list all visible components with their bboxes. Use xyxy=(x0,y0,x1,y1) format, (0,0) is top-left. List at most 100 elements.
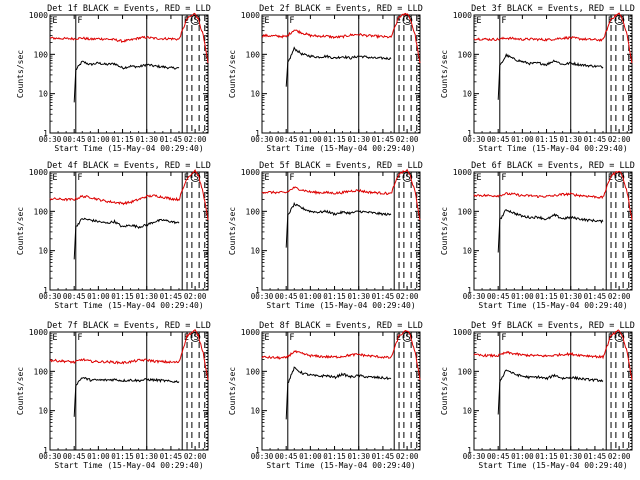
chart-panel-6: Det 6f BLACK = Events, RED = LLD 1 10 100 10… xyxy=(440,161,635,310)
x-tick-label: 00:30 xyxy=(39,452,62,461)
x-tick-label: 01:15 xyxy=(535,292,558,301)
marker-label: F xyxy=(77,16,82,26)
x-tick-label: 01:15 xyxy=(111,452,134,461)
y-tick-label: 1 xyxy=(467,129,472,138)
x-tick-label: 02:00 xyxy=(396,135,419,144)
y-tick-label: 1 xyxy=(43,286,48,295)
x-tick-label: 01:45 xyxy=(372,292,395,301)
events-series-line xyxy=(285,201,392,248)
y-tick-label: 10 xyxy=(250,90,260,99)
plot-frame xyxy=(49,14,209,134)
chart-panel-9: Det 9f BLACK = Events, RED = LLD 1 10 100 10… xyxy=(440,321,635,470)
x-tick-label: 00:30 xyxy=(463,292,486,301)
plot-frame xyxy=(261,14,421,134)
y-tick-label: 1000 xyxy=(29,168,48,177)
y-axis-label: Counts/sec xyxy=(440,207,449,255)
y-axis-label: Counts/sec xyxy=(228,207,237,255)
y-tick-label: 1 xyxy=(43,446,48,455)
y-tick-label: 10 xyxy=(462,247,472,256)
y-tick-label: 1000 xyxy=(453,11,472,20)
y-tick-label: 100 xyxy=(34,207,49,216)
x-tick-label: 00:30 xyxy=(251,452,274,461)
x-tick-label: 01:45 xyxy=(372,452,395,461)
marker-circle xyxy=(402,172,413,182)
x-tick-label: 01:00 xyxy=(511,452,534,461)
marker-circle xyxy=(402,332,413,342)
y-tick-label: 100 xyxy=(246,50,261,59)
y-tick-label: 1 xyxy=(467,286,472,295)
x-tick-label: 02:00 xyxy=(608,135,631,144)
x-tick-label: 00:45 xyxy=(275,452,298,461)
y-tick-label: 100 xyxy=(34,50,49,59)
x-tick-label: 02:00 xyxy=(608,452,631,461)
y-axis-label: Counts/sec xyxy=(228,50,237,98)
y-tick-label: 1000 xyxy=(29,11,48,20)
events-series-line xyxy=(73,217,180,260)
lld-series-line xyxy=(261,168,421,221)
x-tick-label: 01:15 xyxy=(111,135,134,144)
x-tick-label: 01:30 xyxy=(135,135,158,144)
marker-label: F xyxy=(501,333,506,343)
x-tick-label: 01:15 xyxy=(111,292,134,301)
marker-label: S xyxy=(405,173,410,183)
x-tick-label: 00:45 xyxy=(487,135,510,144)
chart-panel-1: Det 1f BLACK = Events, RED = LLD 1 10 100 10… xyxy=(16,4,211,153)
x-tick-label: 00:45 xyxy=(275,292,298,301)
x-axis-label: Start Time (15-May-04 00:29:40) xyxy=(54,301,203,310)
x-tick-label: 01:45 xyxy=(372,135,395,144)
y-tick-label: 1000 xyxy=(453,328,472,337)
lld-series-line xyxy=(473,170,633,221)
y-axis-label: Counts/sec xyxy=(16,207,25,255)
marker-label: E xyxy=(476,16,481,26)
x-tick-label: 01:00 xyxy=(299,292,322,301)
chart-panel-4: Det 4f BLACK = Events, RED = LLD 1 10 100 10… xyxy=(16,161,211,310)
y-axis-label: Counts/sec xyxy=(440,367,449,415)
marker-label: S xyxy=(193,16,198,26)
events-series-line xyxy=(285,366,392,420)
chart-panel-7: Det 7f BLACK = Events, RED = LLD 1 10 100 10… xyxy=(16,321,211,470)
plot-frame xyxy=(473,14,633,134)
x-tick-label: 00:30 xyxy=(39,292,62,301)
x-tick-label: 01:15 xyxy=(323,292,346,301)
y-axis-label: Counts/sec xyxy=(440,50,449,98)
y-tick-label: 100 xyxy=(34,367,49,376)
chart-panel-3: Det 3f BLACK = Events, RED = LLD 1 10 100 10… xyxy=(440,4,635,153)
marker-label: F xyxy=(289,16,294,26)
y-tick-label: 10 xyxy=(38,247,48,256)
x-tick-label: 01:30 xyxy=(559,292,582,301)
chart-title: Det 1f BLACK = Events, RED = LLD xyxy=(47,4,211,14)
y-tick-label: 100 xyxy=(458,50,473,59)
x-axis-label: Start Time (15-May-04 00:29:40) xyxy=(54,461,203,470)
x-tick-label: 00:30 xyxy=(463,452,486,461)
events-series-line xyxy=(73,60,180,103)
plot-frame xyxy=(49,331,209,451)
x-tick-label: 01:30 xyxy=(559,135,582,144)
y-tick-label: 1 xyxy=(43,129,48,138)
y-tick-label: 10 xyxy=(38,90,48,99)
chart-panel-2: Det 2f BLACK = Events, RED = LLD 1 10 100 10… xyxy=(228,4,423,153)
x-tick-label: 01:00 xyxy=(299,135,322,144)
marker-label: E xyxy=(264,173,269,183)
x-tick-label: 02:00 xyxy=(396,452,419,461)
events-series-line xyxy=(497,52,604,100)
y-tick-label: 1000 xyxy=(29,328,48,337)
marker-label: E xyxy=(396,173,401,183)
plot-frame xyxy=(49,171,209,291)
chart-title: Det 9f BLACK = Events, RED = LLD xyxy=(471,321,635,331)
x-tick-label: 02:00 xyxy=(184,135,207,144)
y-tick-label: 10 xyxy=(250,407,260,416)
marker-label: E xyxy=(476,333,481,343)
x-tick-label: 01:30 xyxy=(135,292,158,301)
events-series-line xyxy=(497,209,604,253)
marker-label: S xyxy=(193,173,198,183)
y-tick-label: 10 xyxy=(462,407,472,416)
x-tick-label: 01:30 xyxy=(347,452,370,461)
y-tick-label: 1 xyxy=(255,129,260,138)
x-tick-label: 01:30 xyxy=(135,452,158,461)
y-tick-label: 1 xyxy=(255,446,260,455)
x-tick-label: 01:15 xyxy=(323,452,346,461)
marker-label: E xyxy=(264,333,269,343)
x-axis-label: Start Time (15-May-04 00:29:40) xyxy=(478,144,627,153)
x-axis-label: Start Time (15-May-04 00:29:40) xyxy=(266,461,415,470)
